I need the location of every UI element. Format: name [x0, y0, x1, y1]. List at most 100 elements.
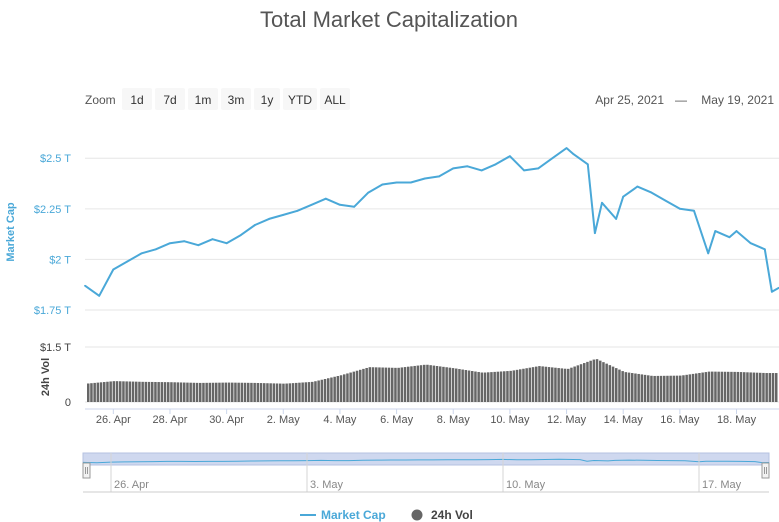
volume-bar — [368, 367, 372, 402]
zoom-button-label[interactable]: 7d — [163, 93, 176, 107]
zoom-button-bg[interactable] — [188, 88, 218, 110]
volume-bar — [691, 373, 695, 402]
volume-bar — [730, 371, 733, 402]
volume-bar — [240, 382, 244, 402]
zoom-button-bg[interactable] — [122, 88, 152, 110]
zoom-button-label[interactable]: 1y — [261, 93, 274, 107]
zoom-button-3m[interactable]: 3m — [221, 88, 251, 110]
volume-bar — [87, 383, 90, 402]
zoom-button-label[interactable]: 1d — [130, 93, 143, 107]
handle-body[interactable] — [761, 462, 770, 479]
x-tick-label: 18. May — [717, 414, 757, 426]
volume-bar — [570, 367, 573, 402]
zoom-button-bg[interactable] — [283, 88, 317, 110]
volume-bar — [195, 382, 199, 402]
volume-bar — [736, 371, 740, 402]
volume-bar — [733, 371, 736, 402]
volume-bar — [307, 382, 311, 402]
volume-bar — [231, 382, 234, 402]
zoom-button-label[interactable]: 1m — [195, 93, 212, 107]
volume-bar — [365, 367, 368, 402]
volume-bar — [467, 370, 471, 402]
volume-bar — [144, 381, 148, 402]
zoom-button-bg[interactable] — [221, 88, 251, 110]
legend-label[interactable]: Market Cap — [321, 508, 386, 522]
market-cap-point — [601, 201, 603, 204]
volume-bar — [314, 381, 317, 402]
volume-bar — [643, 374, 647, 402]
market-cap-point — [678, 207, 681, 210]
x-tick-label: 30. Apr — [209, 414, 244, 426]
volume-bar — [202, 382, 205, 402]
market-cap-point — [211, 238, 214, 241]
zoom-button-label[interactable]: ALL — [324, 93, 346, 107]
market-cap-point — [714, 230, 717, 232]
x-tick-label: 26. Apr — [96, 414, 131, 426]
legend-label[interactable]: 24h Vol — [431, 508, 473, 522]
navigator[interactable]: 26. Apr 3. May 10. May 17. May — [82, 452, 770, 493]
volume-bar — [429, 365, 432, 402]
volume-bar — [771, 373, 775, 402]
volume-bar — [669, 375, 672, 402]
volume-bar — [707, 371, 711, 402]
market-cap-point — [254, 224, 256, 226]
volume-bar — [157, 382, 160, 402]
market-cap-point — [693, 209, 695, 212]
volume-bar — [199, 382, 202, 402]
volume-bar — [352, 371, 356, 402]
market-cap-point — [225, 242, 228, 245]
volume-bar — [90, 383, 93, 402]
volume-bar — [397, 367, 400, 402]
volume-bar — [375, 367, 378, 402]
legend-item-volume[interactable]: 24h Vol — [411, 508, 473, 522]
zoom-button-7d[interactable]: 7d — [155, 88, 185, 110]
navigator-left-handle[interactable] — [82, 462, 91, 479]
zoom-button-1d[interactable]: 1d — [122, 88, 152, 110]
market-cap-point — [763, 248, 766, 251]
legend-dot-icon — [411, 509, 423, 521]
market-cap-point — [480, 169, 483, 172]
zoom-button-bg[interactable] — [254, 88, 280, 110]
volume-bar — [458, 369, 461, 402]
volume-bar — [445, 367, 448, 402]
volume-bar — [416, 365, 420, 402]
zoom-button-1m[interactable]: 1m — [188, 88, 218, 110]
market-cap-tick-label: $2.25 T — [34, 204, 71, 216]
zoom-button-1y[interactable]: 1y — [254, 88, 280, 110]
navigator-selection[interactable] — [82, 452, 770, 466]
volume-bar — [627, 372, 631, 402]
volume-bar — [525, 368, 528, 402]
volume-tick-label: $1.5 T — [40, 342, 71, 354]
zoom-button-label[interactable]: YTD — [288, 93, 312, 107]
market-cap-point — [749, 242, 752, 245]
volume-bar — [698, 372, 701, 402]
zoom-button-bg[interactable] — [320, 88, 350, 110]
market-cap-point — [112, 268, 115, 271]
date-to-input[interactable]: May 19, 2021 — [701, 93, 774, 107]
zoom-button-all[interactable]: ALL — [320, 88, 350, 110]
volume-bar — [378, 367, 381, 402]
volume-bar — [301, 382, 304, 402]
market-cap-point — [409, 181, 412, 184]
volume-bar — [531, 367, 535, 402]
market-cap-point — [339, 203, 341, 206]
navigator-tick-label: 26. Apr — [114, 479, 149, 491]
date-from-input[interactable]: Apr 25, 2021 — [595, 93, 664, 107]
volume-bar — [243, 382, 247, 402]
volume-bar — [413, 365, 416, 402]
legend-item-market-cap[interactable]: Market Cap — [300, 508, 386, 522]
volume-bar — [755, 372, 759, 402]
volume-bar — [311, 381, 314, 402]
x-tick-label: 12. May — [547, 414, 587, 426]
volume-bar — [93, 382, 96, 402]
volume-bar — [285, 383, 288, 402]
volume-bar — [192, 382, 196, 402]
handle-body[interactable] — [82, 462, 91, 479]
volume-bar — [128, 381, 132, 402]
volume-bar — [483, 372, 487, 402]
zoom-button-bg[interactable] — [155, 88, 185, 110]
navigator-right-handle[interactable] — [761, 462, 770, 479]
zoom-button-label[interactable]: 3m — [228, 93, 245, 107]
zoom-button-ytd[interactable]: YTD — [283, 88, 317, 110]
volume-bar — [695, 373, 698, 402]
